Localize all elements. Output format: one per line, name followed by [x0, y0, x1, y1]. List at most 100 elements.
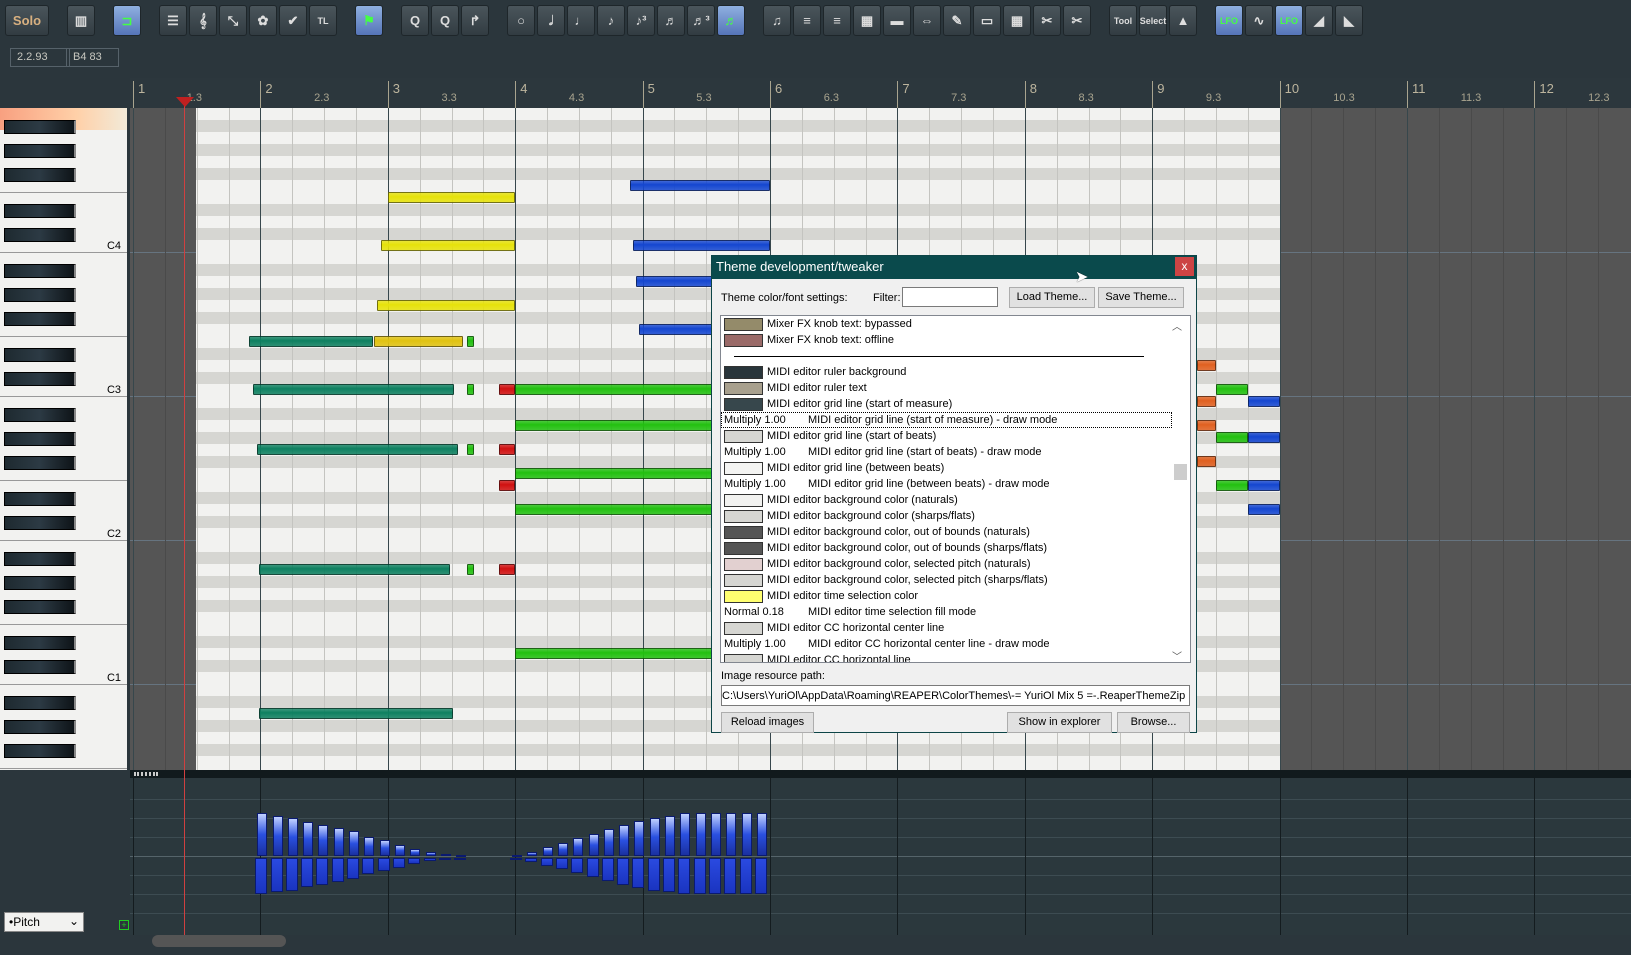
scroll-up-icon[interactable]: ︿: [1172, 322, 1182, 333]
playhead-marker-icon[interactable]: [176, 97, 194, 107]
midi-note[interactable]: [1215, 480, 1248, 491]
half-note-button[interactable]: 𝅗𝅥: [537, 5, 565, 36]
cc-event-bar[interactable]: [272, 815, 283, 856]
theme-setting-item[interactable]: MIDI editor background color, out of bou…: [721, 540, 1190, 556]
cc-event-bar[interactable]: [632, 858, 645, 888]
cc-event-bar[interactable]: [647, 858, 660, 891]
color-swatch[interactable]: [724, 317, 763, 331]
cc-event-bar[interactable]: [438, 858, 451, 860]
ramp-down-button[interactable]: ◣: [1335, 5, 1363, 36]
midi-note[interactable]: [258, 708, 454, 719]
cc-event-bar[interactable]: [349, 831, 359, 856]
cc-event-bar[interactable]: [695, 813, 706, 856]
event-list-button[interactable]: ⤡: [219, 5, 247, 36]
cc-event-bar[interactable]: [394, 844, 405, 856]
cc-event-bar[interactable]: [665, 815, 675, 856]
draw-notes-button[interactable]: ▦: [1003, 5, 1031, 36]
note-align-button[interactable]: ≡: [823, 5, 851, 36]
load-theme-button[interactable]: Load Theme...: [1009, 287, 1095, 308]
pencil-button[interactable]: ✎: [943, 5, 971, 36]
cc-event-bar[interactable]: [555, 858, 568, 870]
eighth-note-button[interactable]: ♪: [597, 5, 625, 36]
cc-event-bar[interactable]: [456, 855, 467, 858]
midi-note[interactable]: [1247, 432, 1280, 443]
cc-lane-select[interactable]: •Pitch ⌄: [4, 912, 84, 932]
black-key[interactable]: [4, 744, 76, 758]
black-key[interactable]: [4, 348, 76, 362]
tl-button[interactable]: TL: [309, 5, 337, 36]
theme-setting-item[interactable]: MIDI editor background color, selected p…: [721, 556, 1190, 572]
ramp-up-button[interactable]: ◢: [1305, 5, 1333, 36]
split-notes-button[interactable]: ✂: [1033, 5, 1061, 36]
color-swatch[interactable]: [724, 381, 763, 395]
legato-button[interactable]: ♫: [763, 5, 791, 36]
cc-event-bar[interactable]: [301, 858, 314, 887]
color-swatch[interactable]: [724, 573, 763, 587]
theme-setting-item[interactable]: MIDI editor grid line (start of measure): [721, 396, 1190, 412]
cc-event-bar[interactable]: [512, 854, 522, 857]
color-footprint-button[interactable]: ✿: [249, 5, 277, 36]
black-key[interactable]: [4, 288, 76, 302]
color-swatch[interactable]: [724, 621, 763, 635]
cc-event-bar[interactable]: [726, 813, 737, 856]
cc-event-bar[interactable]: [588, 833, 599, 856]
waveform-button[interactable]: ∿: [1245, 5, 1273, 36]
cc-event-bar[interactable]: [573, 838, 584, 856]
midi-note[interactable]: [1247, 504, 1280, 515]
midi-note[interactable]: [1247, 480, 1280, 491]
cc-event-bar[interactable]: [649, 817, 660, 856]
midi-note[interactable]: [373, 336, 463, 347]
cc-event-bar[interactable]: [527, 851, 538, 856]
browse-button[interactable]: Browse...: [1117, 712, 1190, 733]
piano-keys-button[interactable]: ▥: [67, 5, 95, 36]
cc-event-bar[interactable]: [678, 858, 691, 895]
cc-event-bar[interactable]: [362, 858, 375, 875]
cc-event-bar[interactable]: [377, 858, 390, 872]
reload-images-button[interactable]: Reload images: [721, 712, 814, 733]
grid-note-button[interactable]: ♬: [717, 5, 745, 36]
midi-note[interactable]: [1196, 360, 1216, 371]
cc-event-bar[interactable]: [303, 822, 314, 856]
midi-note[interactable]: [377, 300, 516, 311]
black-key[interactable]: [4, 600, 76, 614]
cc-event-bar[interactable]: [364, 837, 375, 856]
filter-input[interactable]: [902, 287, 998, 307]
theme-setting-item[interactable]: MIDI editor background color (naturals): [721, 492, 1190, 508]
black-key[interactable]: [4, 228, 76, 242]
midi-note[interactable]: [499, 564, 516, 575]
theme-setting-item[interactable]: MIDI editor grid line (start of beats): [721, 428, 1190, 444]
cut-notes-button[interactable]: ✂: [1063, 5, 1091, 36]
theme-setting-item[interactable]: MIDI editor CC horizontal line: [721, 652, 1190, 662]
theme-setting-item[interactable]: Multiply 1.00 MIDI editor grid line (star…: [721, 444, 1190, 460]
humanize-button[interactable]: ↱: [461, 5, 489, 36]
color-swatch[interactable]: [724, 397, 763, 411]
cc-event-bar[interactable]: [408, 858, 421, 864]
color-swatch[interactable]: [724, 493, 763, 507]
sixteenth-note-button[interactable]: ♬: [657, 5, 685, 36]
midi-note[interactable]: [253, 384, 454, 395]
cc-event-bar[interactable]: [557, 842, 568, 856]
cc-event-bar[interactable]: [440, 854, 451, 857]
black-key[interactable]: [4, 636, 76, 650]
midi-note[interactable]: [467, 444, 474, 455]
midi-note[interactable]: [467, 384, 474, 395]
cc-event-bar[interactable]: [739, 858, 752, 895]
cc-event-bar[interactable]: [318, 824, 329, 856]
color-swatch[interactable]: [724, 365, 763, 379]
theme-setting-item[interactable]: MIDI editor background color, out of bou…: [721, 524, 1190, 540]
sixteenth-triplet-button[interactable]: ♬³: [687, 5, 715, 36]
cc-event-bar[interactable]: [586, 858, 599, 878]
cc-event-bar[interactable]: [392, 858, 405, 868]
theme-setting-item[interactable]: MIDI editor time selection color: [721, 588, 1190, 604]
cc-event-bar[interactable]: [601, 858, 614, 881]
whole-note-button[interactable]: ○: [507, 5, 535, 36]
stretch-button[interactable]: ⇔: [913, 5, 941, 36]
cc-event-bar[interactable]: [754, 858, 767, 895]
cc-event-bar[interactable]: [347, 858, 359, 880]
cc-event-bar[interactable]: [708, 858, 721, 895]
cc-event-bar[interactable]: [525, 858, 538, 862]
cc-event-bar[interactable]: [634, 820, 645, 856]
black-key[interactable]: [4, 168, 76, 182]
cc-event-bar[interactable]: [603, 829, 614, 856]
loop-button[interactable]: ⊐: [113, 5, 141, 36]
